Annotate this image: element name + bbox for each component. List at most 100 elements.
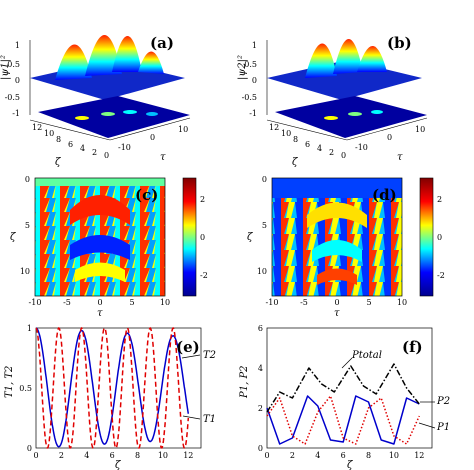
peak-2 [333, 38, 363, 74]
plot-frame [34, 177, 166, 297]
x-tick: 10 [389, 451, 399, 460]
z-tick: 0.5 [7, 60, 20, 69]
tau-axis-label: τ [160, 152, 166, 163]
plot-frame [35, 327, 202, 449]
surface-plane-bottom [38, 96, 190, 138]
zeta-tick: 2 [329, 148, 334, 157]
x-tick: 0 [334, 298, 339, 307]
x-tick: 12 [414, 451, 424, 460]
series-Ptotal [266, 363, 420, 413]
proj-spot-2 [101, 112, 115, 116]
panel-e-svg: (e) 0 0.5 1 T1, T2 0 2 4 6 8 10 12 ζ T2 T1 [4, 324, 216, 470]
zeta-tick: 2 [92, 148, 97, 157]
y-tick: 0.5 [19, 384, 32, 393]
plot-frame [266, 327, 433, 449]
panel-label: (b) [387, 34, 412, 52]
z-tick: -0.5 [242, 93, 257, 102]
panel-c: (c) 0 5 10 ζ -10 -5 0 5 10 τ 2 0 -2 [0, 170, 237, 318]
x-tick: 2 [59, 451, 64, 460]
zeta-axis-label: ζ [55, 157, 61, 168]
annotation-arrow [181, 354, 201, 359]
panel-f: (f) 0 2 4 6 P1, P2 0 2 4 6 8 10 12 ζ Ptotal P2… [237, 318, 474, 470]
panel-c-svg: (c) 0 5 10 ζ -10 -5 0 5 10 τ 2 0 -2 [10, 175, 208, 318]
tau-tick: 0 [387, 133, 392, 142]
x-tick: 2 [290, 451, 295, 460]
tau-tick: 0 [150, 133, 155, 142]
colorbar-tick: 2 [437, 195, 442, 204]
z-axis-label: |ψ1|² [0, 55, 11, 80]
panel-label: (f) [402, 338, 423, 356]
zeta-tick: 4 [80, 144, 85, 153]
panel-d: (d) 0 5 10 ζ -10 -5 0 5 10 τ 2 0 -2 [237, 170, 474, 318]
zeta-tick: 12 [32, 123, 42, 132]
y-tick: 5 [25, 221, 30, 230]
colorbar [419, 177, 434, 297]
zeta-tick: 0 [104, 151, 109, 160]
y-tick: 10 [20, 267, 30, 276]
x-tick: 4 [315, 451, 320, 460]
proj-spot-3 [123, 110, 137, 114]
tau-axis-label: τ [397, 152, 403, 163]
x-tick: 8 [135, 451, 140, 460]
panel-b: 1 0.5 0 -0.5 -1 |ψ2|² 12 10 8 6 4 2 0 ζ … [237, 0, 474, 170]
panel-d-svg: (d) 0 5 10 ζ -10 -5 0 5 10 τ 2 0 -2 [247, 175, 445, 318]
zeta-tick: 8 [293, 135, 298, 144]
z-tick: -1 [12, 109, 20, 118]
peak-1 [55, 44, 92, 80]
x-tick: 6 [110, 451, 115, 460]
z-tick: -1 [249, 109, 257, 118]
annotation-arrow [182, 415, 201, 420]
zeta-tick: 4 [317, 144, 322, 153]
y-tick: 6 [258, 324, 263, 333]
y-tick: 2 [258, 404, 263, 413]
panel-b-svg: 1 0.5 0 -0.5 -1 |ψ2|² 12 10 8 6 4 2 0 ζ … [237, 34, 428, 168]
tau-tick: 10 [415, 125, 425, 134]
peak-1 [305, 43, 337, 78]
peak-4 [138, 51, 164, 74]
panel-f-svg: (f) 0 2 4 6 P1, P2 0 2 4 6 8 10 12 ζ Ptotal P2… [239, 324, 450, 470]
x-tick: 0 [97, 298, 102, 307]
annotation-arrow [418, 422, 436, 429]
peak-2 [85, 34, 122, 76]
x-tick: 10 [397, 298, 407, 307]
series-T1 [35, 327, 190, 448]
tau-tick: -10 [355, 143, 368, 152]
z-tick: 1 [15, 41, 20, 50]
z-axis-label: |ψ2|² [237, 55, 248, 80]
peak-3 [112, 36, 142, 72]
peak-3 [357, 46, 387, 72]
y-tick: 0 [262, 175, 267, 184]
zeta-tick: 10 [44, 129, 54, 138]
annotation-P1: P1 [436, 422, 450, 433]
x-tick: -10 [29, 298, 42, 307]
colorbar-tick: 0 [200, 233, 205, 242]
z-tick: 0 [252, 76, 257, 85]
zeta-tick: 10 [281, 129, 291, 138]
annotation-T1: T1 [203, 414, 216, 425]
y-tick: 1 [27, 324, 32, 333]
zeta-tick: 12 [269, 123, 279, 132]
x-tick: 10 [158, 451, 168, 460]
x-axis-label: ζ [115, 460, 121, 470]
panel-a: 1 0.5 0 -0.5 -1 |ψ1|² 12 10 8 6 4 2 0 ζ … [0, 0, 235, 170]
panel-label: (a) [150, 34, 174, 52]
x-axis-label: τ [97, 308, 103, 318]
annotation-T2: T2 [203, 350, 216, 361]
x-tick: 0 [264, 451, 269, 460]
zeta-tick: 6 [305, 140, 310, 149]
x-tick: 0 [33, 451, 38, 460]
colorbar-tick: 2 [200, 195, 205, 204]
y-tick: 0 [258, 444, 263, 453]
x-tick: 4 [84, 451, 89, 460]
z-tick: -0.5 [5, 93, 20, 102]
surface-plane-bottom [275, 96, 427, 138]
x-axis-label: τ [334, 308, 340, 318]
x-tick: 8 [366, 451, 371, 460]
x-axis-label: ζ [347, 460, 353, 470]
tau-tick: 10 [178, 125, 188, 134]
zeta-axis-label: ζ [292, 157, 298, 168]
panel-label: (e) [176, 338, 200, 356]
x-tick: -10 [266, 298, 279, 307]
tau-tick: -10 [118, 143, 131, 152]
colorbar [182, 177, 197, 297]
